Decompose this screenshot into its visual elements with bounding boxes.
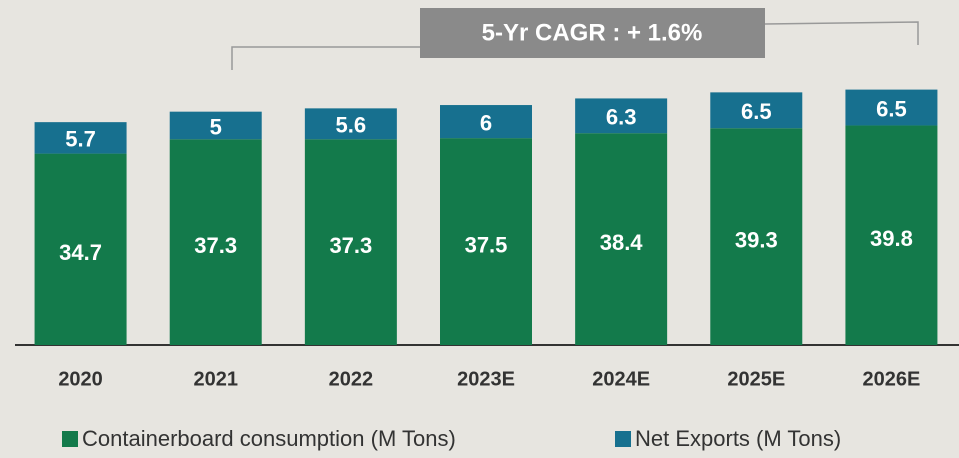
data-label: 37.3 — [329, 233, 372, 258]
bar-segment — [169, 111, 262, 140]
legend-swatch — [615, 431, 631, 447]
x-tick-label: 2021 — [193, 368, 238, 390]
x-tick-label: 2023E — [457, 368, 515, 390]
bar-segment — [34, 122, 127, 154]
bar-segment — [575, 98, 668, 134]
bar-segment — [710, 92, 803, 129]
bar-segment — [440, 105, 532, 139]
legend-swatch — [62, 431, 78, 447]
bar-segment — [304, 108, 397, 140]
bar-segment — [710, 128, 803, 345]
bar-segment — [845, 89, 938, 126]
bar-segment — [575, 133, 668, 345]
bar-segment — [304, 139, 397, 345]
x-tick-label: 2022 — [329, 368, 374, 390]
data-label: 6.5 — [876, 96, 907, 121]
bar-segment — [440, 138, 532, 345]
data-label: 6 — [480, 110, 492, 135]
data-label: 6.5 — [741, 99, 772, 124]
bracket-left — [231, 46, 420, 70]
annotation: 5-Yr CAGR : + 1.6% — [482, 19, 703, 46]
x-tick-label: 2026E — [863, 368, 921, 390]
data-label: 39.8 — [870, 226, 913, 251]
data-label: 34.7 — [59, 240, 102, 265]
data-label: 37.5 — [465, 232, 508, 257]
x-tick-label: 2025E — [727, 368, 785, 390]
data-label: 38.4 — [600, 230, 644, 255]
bar-segment — [169, 139, 262, 345]
bracket-right — [764, 21, 919, 45]
annotation-box — [420, 8, 765, 58]
bar-segment — [34, 153, 127, 345]
legend-label: Net Exports (M Tons) — [635, 426, 841, 451]
data-label: 39.3 — [735, 227, 778, 252]
x-tick-label: 2020 — [58, 368, 103, 390]
legend-label: Containerboard consumption (M Tons) — [82, 426, 456, 451]
data-label: 37.3 — [194, 233, 237, 258]
data-label: 6.3 — [606, 105, 637, 130]
data-label: 5.7 — [65, 127, 96, 152]
x-tick-label: 2024E — [592, 368, 650, 390]
bar-segment — [845, 125, 938, 345]
data-label: 5.6 — [336, 113, 367, 138]
data-label: 5 — [210, 114, 222, 139]
